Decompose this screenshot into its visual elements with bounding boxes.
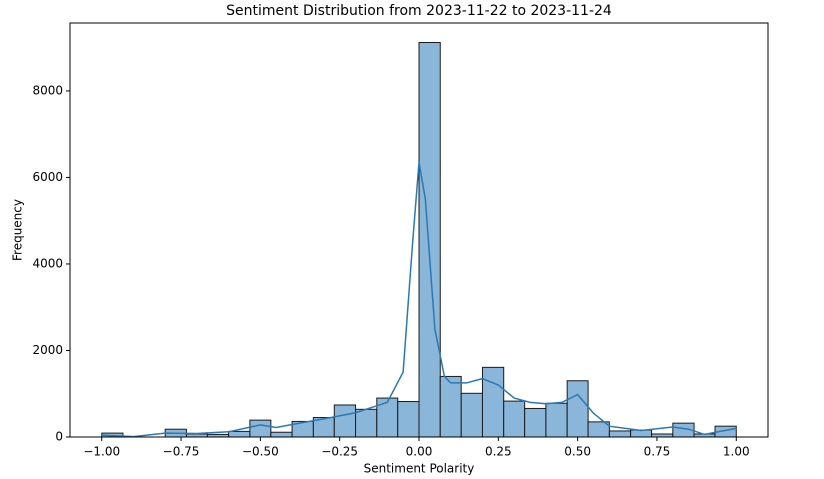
bar (503, 400, 526, 438)
x-tick-label: −0.50 (242, 445, 279, 459)
bar (376, 397, 399, 438)
y-tick-label: 0 (55, 430, 63, 444)
x-tick-label: 0.25 (485, 445, 512, 459)
y-tick-label: 8000 (32, 83, 63, 97)
bar (439, 375, 462, 438)
bar (249, 419, 272, 438)
y-axis-label: Frequency (11, 199, 25, 261)
bar (355, 408, 378, 438)
bar (545, 402, 568, 438)
bar (566, 380, 589, 438)
y-tick-label: 4000 (32, 256, 63, 270)
chart-title: Sentiment Distribution from 2023-11-22 t… (226, 3, 612, 19)
x-tick-label: −0.75 (163, 445, 200, 459)
bar (418, 41, 441, 438)
bar (460, 392, 483, 438)
y-tick-label: 2000 (32, 343, 63, 357)
x-axis-label: Sentiment Polarity (364, 462, 475, 476)
bar (333, 404, 357, 438)
x-tick-label: −0.25 (321, 445, 358, 459)
bar (270, 431, 293, 438)
bar (608, 430, 632, 438)
bar (524, 407, 547, 438)
bar (481, 366, 505, 438)
bar (228, 430, 251, 438)
y-tick-label: 6000 (32, 170, 63, 184)
x-tick-label: 0.75 (644, 445, 671, 459)
bar (397, 401, 420, 438)
kde-line (101, 162, 737, 438)
x-tick-label: −1.00 (83, 445, 120, 459)
x-tick-label: 0.00 (406, 445, 433, 459)
x-tick-label: 0.50 (564, 445, 591, 459)
x-tick-label: 1.00 (723, 445, 750, 459)
